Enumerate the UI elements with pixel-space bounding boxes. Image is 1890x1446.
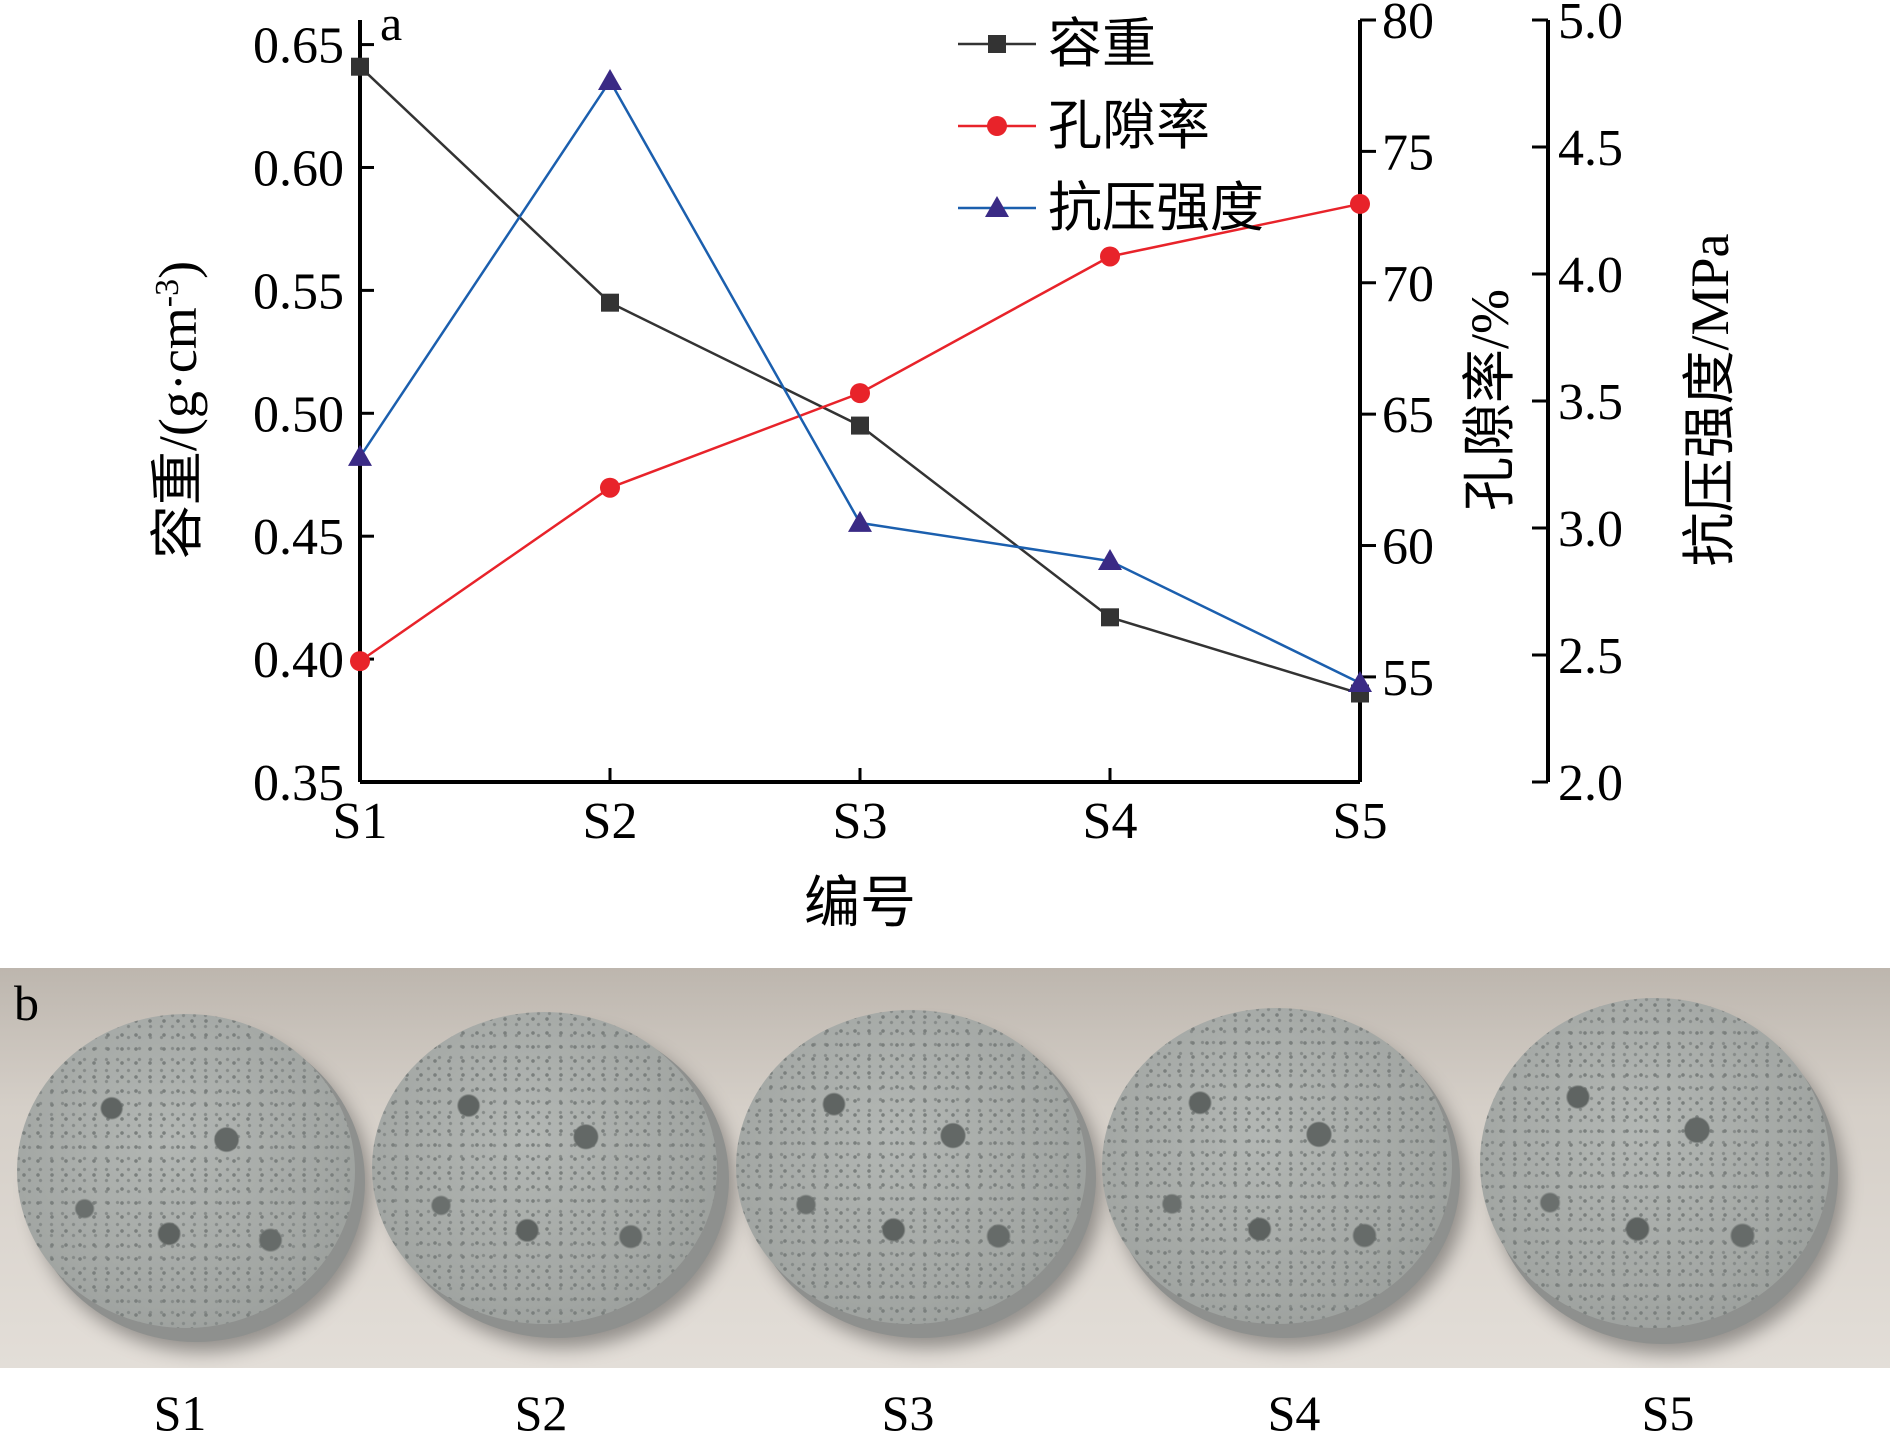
series-3-point bbox=[848, 510, 872, 532]
right1-y-tick-label: 65 bbox=[1382, 387, 1434, 444]
series-2-point bbox=[1100, 246, 1120, 267]
sample-label-s3: S3 bbox=[881, 1385, 935, 1441]
sample-label-s1: S1 bbox=[153, 1385, 207, 1441]
left-y-tick-label: 0.35 bbox=[253, 755, 344, 812]
x-tick-label: S1 bbox=[333, 793, 388, 850]
right2-y-tick-label: 3.5 bbox=[1558, 374, 1623, 431]
left-y-tick-label: 0.50 bbox=[253, 386, 344, 443]
right2-y-axis-title: 抗压强度/MPa bbox=[1680, 233, 1740, 566]
right2-y-tick-label: 4.5 bbox=[1558, 120, 1623, 177]
sample-disk-s5 bbox=[1476, 968, 1838, 1368]
sample-label-s2: S2 bbox=[514, 1385, 568, 1441]
x-tick-label: S3 bbox=[833, 793, 888, 850]
right2-y-tick-label: 2.5 bbox=[1558, 628, 1623, 685]
right2-y-tick-label: 2.0 bbox=[1558, 755, 1623, 812]
series-2-point bbox=[1350, 193, 1370, 214]
legend-label: 抗压强度 bbox=[1048, 178, 1264, 238]
right2-y-tick-label: 4.0 bbox=[1558, 247, 1623, 304]
series-3-point bbox=[348, 444, 372, 466]
left-y-axis-title: 容重/(g·cm-3) bbox=[148, 261, 208, 559]
sample-disk-s1 bbox=[5, 968, 365, 1368]
right1-y-axis-title: 孔隙率/% bbox=[1460, 289, 1520, 511]
series-2-point bbox=[600, 477, 620, 498]
legend-marker bbox=[985, 196, 1009, 217]
right1-y-tick-label: 60 bbox=[1382, 519, 1434, 576]
series-2-point bbox=[850, 383, 870, 404]
series-1-point bbox=[601, 293, 619, 312]
sample-label-s5: S5 bbox=[1641, 1385, 1695, 1441]
legend-marker bbox=[988, 35, 1006, 53]
x-tick-label: S2 bbox=[583, 793, 638, 850]
x-tick-label: S4 bbox=[1083, 793, 1138, 850]
left-y-tick-label: 0.65 bbox=[253, 18, 344, 75]
panel-b-label: b bbox=[14, 975, 39, 1031]
right1-y-tick-label: 75 bbox=[1382, 124, 1434, 181]
series-line-1 bbox=[359, 65, 1361, 695]
series-1-point bbox=[851, 416, 869, 435]
series-2-point bbox=[350, 651, 370, 672]
right1-y-tick-label: 70 bbox=[1382, 256, 1434, 313]
series-3-point bbox=[1348, 670, 1372, 692]
series-3-point bbox=[598, 68, 622, 90]
panel-a-label: a bbox=[380, 0, 402, 51]
left-y-tick-label: 0.60 bbox=[253, 140, 344, 197]
left-y-tick-label: 0.45 bbox=[253, 509, 344, 566]
chart: a 0.35 0.40 0.45 0.50 0.55 0.60 0.65 55 60 65 70 75 8… bbox=[148, 0, 1740, 935]
x-tick-label: S5 bbox=[1333, 793, 1388, 850]
legend-marker bbox=[987, 116, 1007, 136]
sample-disk-s4 bbox=[1098, 968, 1460, 1368]
series-line-3 bbox=[358, 78, 1361, 685]
sample-photo bbox=[0, 968, 1890, 1368]
sample-disk-s3 bbox=[728, 968, 1096, 1368]
series-3-point bbox=[1098, 549, 1122, 571]
left-y-tick-label: 0.55 bbox=[253, 263, 344, 320]
x-axis-title: 编号 bbox=[804, 873, 916, 935]
series-1-point bbox=[1101, 608, 1119, 627]
right1-y-tick-label: 80 bbox=[1382, 0, 1434, 50]
legend-label: 容重 bbox=[1048, 14, 1156, 74]
right2-y-tick-label: 5.0 bbox=[1558, 0, 1623, 50]
legend-label: 孔隙率 bbox=[1048, 96, 1210, 156]
right1-y-tick-label: 55 bbox=[1382, 650, 1434, 707]
right2-y-tick-label: 3.0 bbox=[1558, 501, 1623, 558]
sample-label-s4: S4 bbox=[1267, 1385, 1321, 1441]
sample-disk-s2 bbox=[362, 968, 729, 1368]
series-1-point bbox=[351, 57, 369, 76]
left-y-tick-label: 0.40 bbox=[253, 632, 344, 689]
